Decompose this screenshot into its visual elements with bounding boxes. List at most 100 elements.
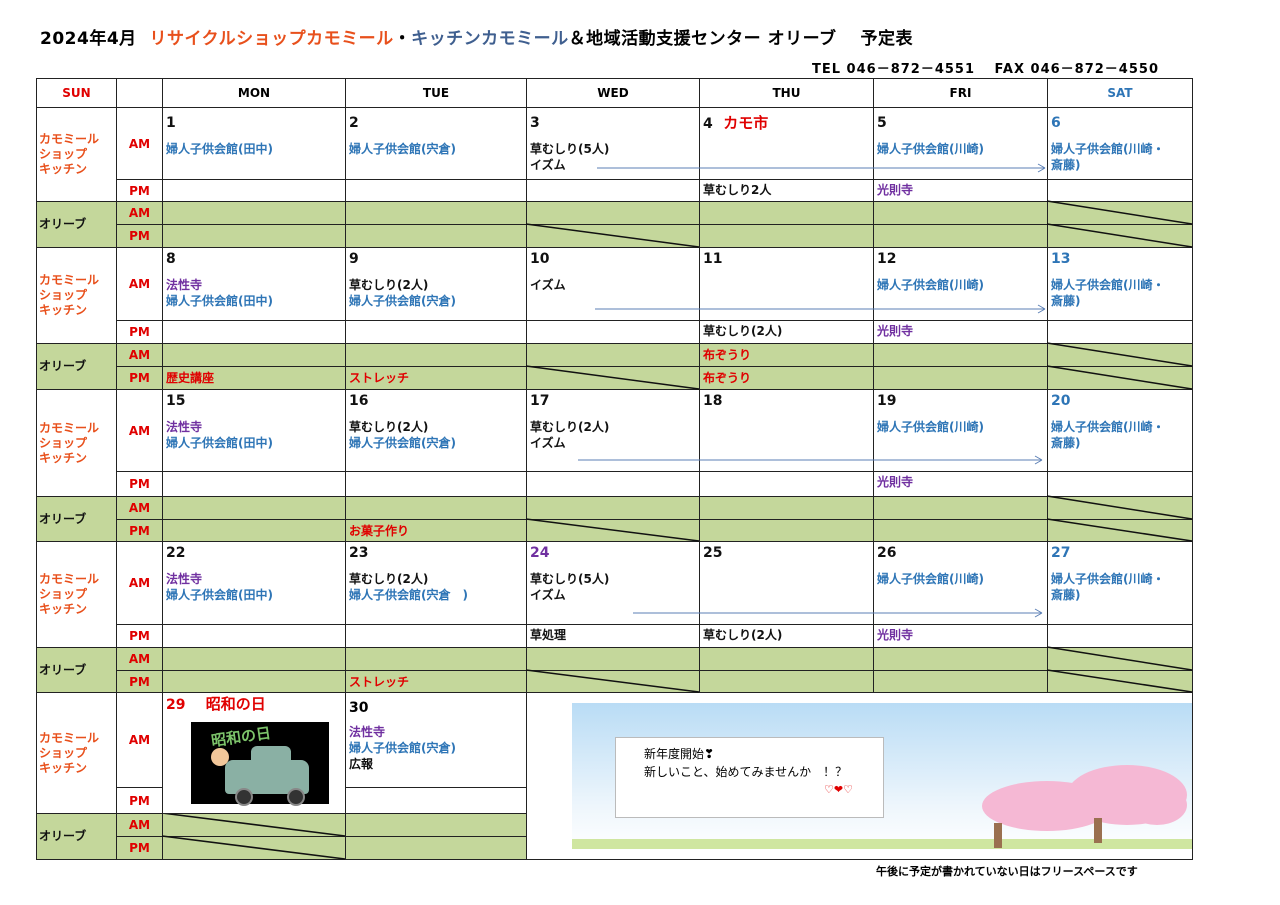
am-event: イズム: [530, 588, 566, 602]
olive-am-cell: [1047, 496, 1193, 520]
day-cell-18: 18: [699, 389, 874, 472]
olive-am-cell: [1047, 201, 1193, 225]
am-event: 婦人子供会館(田中): [166, 588, 273, 602]
day-number: 20: [1051, 393, 1071, 409]
pm-cell: [1047, 471, 1193, 497]
contact-info: TEL 046－872－4551 FAX 046－872－4550: [812, 62, 1159, 77]
label-am: AM: [116, 692, 163, 788]
day-cell-2: 2 婦人子供会館(宍倉): [345, 107, 527, 180]
tree-trunk: [994, 823, 1002, 848]
grass-strip: [572, 839, 1192, 849]
olive-pm-cell: ストレッチ: [345, 670, 527, 693]
day-cell-16: 16 草むしり(2人) 婦人子供会館(宍倉): [345, 389, 527, 472]
am-event: 斎藤): [1051, 294, 1081, 308]
label-pm: PM: [116, 179, 163, 202]
am-event: 婦人子供会館(宍倉 ): [349, 588, 468, 602]
cherry-blossom-tree: [1127, 785, 1187, 825]
am-event: 婦人子供会館(川崎): [877, 572, 984, 586]
pm-cell: [526, 471, 700, 497]
olive-pm-cell: [699, 224, 874, 248]
olive-am-cell: [873, 343, 1048, 367]
group-kamomile: カモミール ショップ キッチン: [36, 692, 117, 814]
am-event: 婦人子供会館(川崎・: [1051, 572, 1165, 586]
group-kamomile: カモミール ショップ キッチン: [36, 389, 117, 497]
spring-message-panel: 新年度開始❣ 新しいこと、始めてみませんか ！？ ♡❤♡: [526, 692, 1193, 860]
olive-pm-cell: お菓子作り: [345, 519, 527, 542]
day-cell-27: 27 婦人子供会館(川崎・ 斎藤): [1047, 541, 1193, 625]
olive-pm-event: ストレッチ: [349, 675, 410, 689]
day-cell-5: 5 婦人子供会館(川崎): [873, 107, 1048, 180]
olive-pm-cell: [1047, 519, 1193, 542]
label-am: AM: [116, 647, 163, 671]
pm-cell: [345, 787, 527, 814]
pm-cell: 光則寺: [873, 624, 1048, 648]
olive-pm-event: 布ぞうり: [703, 371, 752, 385]
day-cell-26: 26 婦人子供会館(川崎): [873, 541, 1048, 625]
am-event: 草むしり(5人): [530, 572, 610, 586]
day-cell-29: 29 昭和の日 昭和の日: [162, 692, 346, 814]
day-cell-4: 4 カモ市: [699, 107, 874, 180]
pm-event: 光則寺: [877, 475, 914, 489]
pm-cell: [162, 624, 346, 648]
day-number: 26: [877, 545, 897, 561]
pm-cell: 草処理: [526, 624, 700, 648]
pm-event: 草むしり(2人): [703, 324, 783, 338]
day-number: 22: [166, 545, 186, 561]
olive-am-cell: [873, 201, 1048, 225]
day-cell-25: 25: [699, 541, 874, 625]
pm-cell: [1047, 179, 1193, 202]
am-event: 草むしり(2人): [349, 572, 429, 586]
am-event: イズム: [530, 278, 566, 292]
hearts: ♡❤♡: [824, 783, 853, 796]
olive-pm-cell: ストレッチ: [345, 366, 527, 390]
olive-pm-cell: [526, 670, 700, 693]
olive-am-cell: [345, 647, 527, 671]
pm-event: 草むしり2人: [703, 183, 772, 197]
olive-am-cell: [873, 647, 1048, 671]
am-event: 法性寺: [166, 420, 203, 434]
am-event: 婦人子供会館(宍倉): [349, 294, 456, 308]
olive-am-cell: [526, 496, 700, 520]
label-am: AM: [116, 107, 163, 180]
olive-am-cell: [873, 496, 1048, 520]
day-cell-8: 8 法性寺 婦人子供会館(田中): [162, 247, 346, 321]
pm-cell: [345, 179, 527, 202]
label-pm: PM: [116, 519, 163, 542]
holiday-label: 昭和の日: [185, 695, 266, 713]
am-event: 草むしり(2人): [349, 278, 429, 292]
day-number: 10: [530, 251, 550, 267]
pm-cell: [345, 624, 527, 648]
pm-cell: 草むしり2人: [699, 179, 874, 202]
am-event: 法性寺: [349, 725, 386, 739]
footer-note: 午後に予定が書かれていない日はフリースペースです: [876, 865, 1138, 878]
day-cell-23: 23 草むしり(2人) 婦人子供会館(宍倉 ): [345, 541, 527, 625]
olive-am-cell: [1047, 647, 1193, 671]
olive-pm-cell: [699, 519, 874, 542]
day-number: 5: [877, 115, 887, 131]
group-kamomile: カモミール ショップ キッチン: [36, 247, 117, 344]
day-number: 23: [349, 545, 369, 561]
title-kitchen: キッチンカモミール: [411, 29, 569, 49]
olive-pm-cell: [873, 519, 1048, 542]
day-number: 18: [703, 393, 723, 409]
message-line2: 新しいこと、始めてみませんか ！？: [644, 765, 848, 779]
header-wed: WED: [526, 78, 700, 108]
day-number: 1: [166, 115, 176, 131]
header-sun: SUN: [36, 78, 117, 108]
day-cell-1: 1 婦人子供会館(田中): [162, 107, 346, 180]
pm-cell: [345, 471, 527, 497]
label-am: AM: [116, 247, 163, 321]
pm-cell: [526, 320, 700, 344]
label-am: AM: [116, 496, 163, 520]
day-cell-12: 12 婦人子供会館(川崎): [873, 247, 1048, 321]
am-event: イズム: [530, 158, 566, 172]
title-shop: リサイクルショップカモミール: [149, 29, 394, 49]
pm-event: 光則寺: [877, 183, 914, 197]
olive-am-cell: [699, 496, 874, 520]
label-am: AM: [116, 201, 163, 225]
am-event: 婦人子供会館(川崎・: [1051, 420, 1165, 434]
olive-am-cell: [345, 201, 527, 225]
label-pm: PM: [116, 670, 163, 693]
page-title: 2024年4月 リサイクルショップカモミール・キッチンカモミール＆地域活動支援セ…: [40, 24, 913, 49]
title-month: 2024年4月: [40, 29, 137, 49]
